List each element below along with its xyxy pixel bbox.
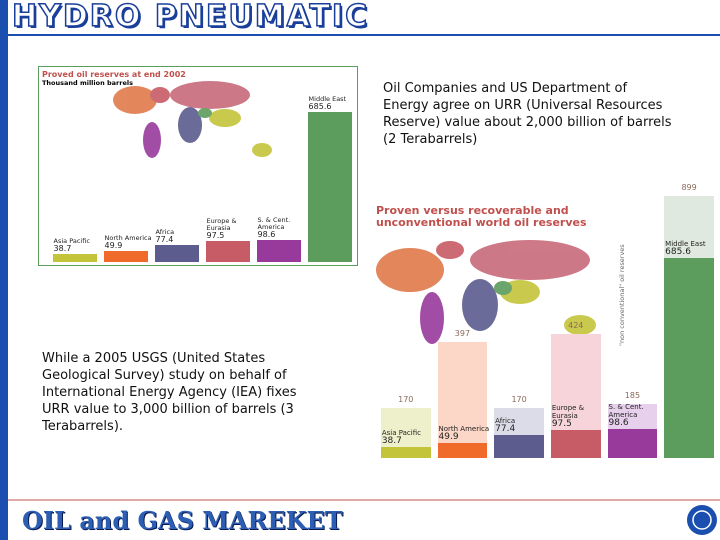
logo (692, 510, 712, 530)
value-label: 98.6 (608, 418, 629, 429)
bar (256, 240, 302, 262)
bar (52, 253, 98, 262)
category-label: Europe & Eurasia (206, 216, 237, 232)
bar-label: Europe & Eurasia 97.5 (206, 216, 256, 240)
map-region (198, 108, 212, 118)
value-label: 185 (624, 391, 641, 401)
logo (687, 505, 717, 535)
value-label: 77.4 (495, 424, 516, 435)
bar-label: Asia Pacific 38.7 (381, 428, 436, 446)
category-label: Asia Pacific (381, 428, 421, 437)
value-label: 170 (511, 395, 527, 405)
map-region (436, 241, 464, 259)
map-region (420, 292, 444, 344)
bar (307, 112, 353, 262)
chart-title: Proven versus recoverable and unconventi… (376, 204, 587, 229)
chart-subtitle: Thousand million barrels (42, 79, 133, 87)
bar-label: Africa 77.4 (155, 228, 205, 245)
bar (437, 342, 488, 458)
value-label: 98.6 (257, 230, 276, 240)
bar-label: Middle East 685.6 (308, 95, 358, 111)
paragraph: While a 2005 USGS (United States Geologi… (42, 351, 297, 434)
value-label: 397 (454, 329, 471, 339)
map-region (462, 279, 498, 331)
value-label: 77.4 (155, 235, 174, 245)
bar-label: S. & Cent. America 98.6 (608, 403, 663, 429)
category-label: S. & Cent. America (257, 216, 291, 232)
bar-label: S. & Cent. America 98.6 (257, 216, 307, 240)
bar (205, 240, 251, 262)
bar (103, 251, 149, 262)
category-label: North America (438, 425, 490, 434)
map-region (376, 248, 444, 292)
bar (607, 429, 658, 458)
bar (154, 245, 200, 262)
header-title: HYDRO PNEUMATIC (11, 0, 370, 34)
value-label: 38.7 (381, 435, 402, 446)
value-label: 899 (681, 183, 697, 192)
category-label: S. & Cent. America (608, 403, 644, 420)
category-label: Asia Pacific (53, 236, 90, 245)
value-label: 685.6 (665, 247, 691, 258)
paragraph: Oil Companies and US Department of Energ… (383, 81, 672, 147)
chart-panel (38, 66, 358, 266)
map-region (170, 81, 250, 109)
category-label: North America (104, 234, 152, 243)
value-label: 97.5 (551, 418, 572, 429)
map-region (252, 143, 272, 157)
value-label: 424 (568, 321, 584, 331)
bar (664, 258, 715, 458)
category-label: Europe & Eurasia (551, 403, 585, 420)
bar-label: North America 49.9 (438, 425, 493, 443)
bar-label: Asia Pacific 38.7 (53, 236, 103, 253)
map-region (143, 122, 161, 158)
category-label: Africa (155, 228, 175, 237)
map-region (113, 86, 157, 114)
value-label: 38.7 (53, 243, 72, 253)
bar (494, 435, 545, 458)
map-region (209, 109, 241, 127)
map-region (470, 240, 590, 280)
bar-label: Europe & Eurasia 97.5 (551, 403, 606, 429)
map-region (564, 315, 596, 335)
bar-label: North America 49.9 (104, 234, 154, 251)
header-rule (8, 34, 720, 36)
bar-label: Middle East 685.6 (665, 240, 719, 258)
chart-title: Proved oil reserves at end 2002 (42, 70, 186, 79)
value-label: 685.6 (308, 102, 332, 111)
footer-title: OIL and GAS MAREKET (22, 506, 343, 535)
map-region (494, 281, 512, 295)
side-bar (0, 0, 8, 540)
value-label: 97.5 (206, 230, 225, 240)
bar (380, 446, 431, 458)
bar (550, 429, 601, 458)
value-label: 49.9 (104, 241, 123, 251)
map-region (150, 87, 170, 103)
bar (437, 443, 488, 458)
category-label: Middle East (308, 95, 347, 103)
value-label: 49.9 (438, 432, 459, 443)
category-label: Middle East (665, 240, 706, 249)
value-label: 170 (398, 395, 414, 405)
bar-label: Africa 77.4 (495, 417, 549, 435)
category-label: Africa (495, 417, 516, 426)
map-region (178, 107, 202, 143)
